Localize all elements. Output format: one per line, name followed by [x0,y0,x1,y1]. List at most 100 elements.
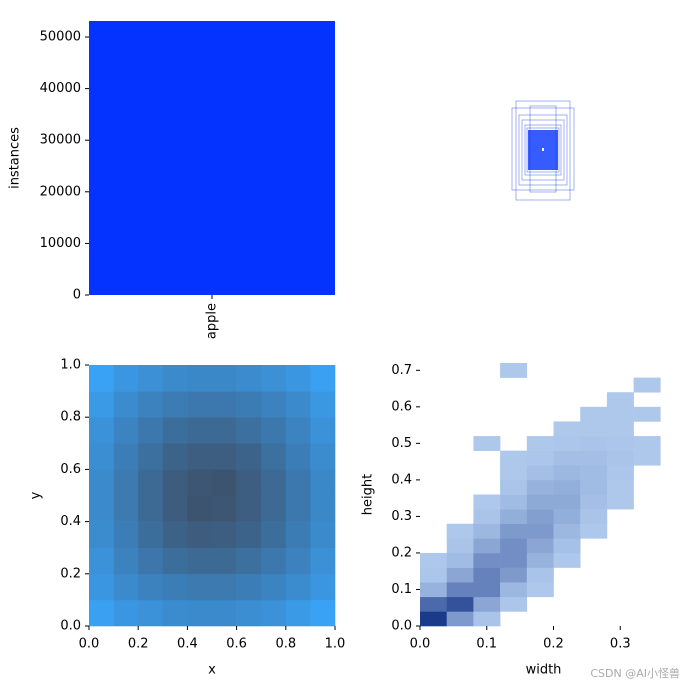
heatmap-cell [500,523,528,539]
heatmap-cell [310,391,336,418]
heatmap-cell [310,495,336,522]
heatmap-cell [236,495,262,522]
heatmap-cell [473,596,501,612]
heatmap-cell [113,573,139,601]
heatmap-cell [580,494,608,510]
heatmap-cell [500,465,528,481]
x-tick-label: apple [205,303,220,339]
heatmap-cell [553,494,581,510]
heatmap-cell [500,450,528,466]
heatmap-cell [580,406,608,422]
heatmap-cell [446,567,474,583]
heatmap-cell [633,450,661,466]
x-tick-label: 0.1 [476,637,497,652]
heatmap-cell [113,417,139,444]
heatmap-cell [285,547,311,575]
heatmap-cell [261,417,287,444]
heatmap-cell [89,365,114,392]
heatmap-cell [138,417,164,444]
heatmap-cell [187,573,213,601]
heatmap-cell [162,599,188,627]
heatmap-cell [446,596,474,612]
heatmap-cell [212,521,237,548]
heatmap-cell [446,582,474,598]
y-tick-label: 0.4 [391,472,412,487]
heatmap-cell [310,599,336,627]
heatmap-cell [420,596,448,612]
heatmap-cell [526,538,554,554]
heatmap-cell [212,365,237,392]
heatmap-cell [187,521,213,548]
heatmap-cell [633,377,661,393]
heatmap-cell [473,494,501,510]
bar [89,21,335,295]
heatmap-cell [526,567,554,583]
heatmap-cell [553,479,581,495]
heatmap-cell [187,391,213,418]
heatmap-cell [162,547,188,575]
heatmap-cell [606,406,634,422]
heatmap-cell [187,599,213,627]
heatmap-cell [580,479,608,495]
heatmap-cell [500,582,528,598]
y-tick-label: 0.0 [391,619,412,634]
heatmap-cell [310,365,336,392]
heatmap-cell [113,547,139,575]
heatmap-cell [500,596,528,612]
y-tick-label: 0 [73,288,81,303]
heatmap-cell [261,521,287,548]
heatmap-cell [473,552,501,568]
y-axis-label: height [361,474,376,515]
heatmap-cell [138,599,164,627]
heatmap-cell [285,469,311,496]
heatmap-cell [236,599,262,627]
heatmap-cell [285,599,311,627]
y-tick-label: 40000 [40,81,81,96]
y-tick-label: 0.6 [391,399,412,414]
y-tick-label: 0.8 [60,410,81,425]
heatmap-cell [526,523,554,539]
heatmap-cell [553,523,581,539]
heatmap-cell [187,443,213,470]
heatmap-cell [285,365,311,392]
heatmap-cell [526,465,554,481]
heatmap-cell [285,521,311,548]
heatmap-cell [526,479,554,495]
heatmap-cell [606,479,634,495]
heatmap-cell [89,521,114,548]
heatmap-cell [89,573,114,601]
heatmap-cell [473,567,501,583]
heatmap-cell [553,421,581,437]
x-tick-label: 0.0 [410,637,431,652]
heatmap-cell [500,363,528,378]
heatmap-cell [633,406,661,422]
heatmap-cell [261,391,287,418]
heatmap-cell [606,421,634,437]
y-tick-label: 0.4 [60,514,81,529]
x-tick-label: 0.4 [177,637,198,652]
heatmap-cell [138,391,164,418]
heatmap-cell [420,552,448,568]
heatmap-cell [420,582,448,598]
heatmap-cell [261,443,287,470]
heatmap-cell [89,599,114,627]
heatmap-cell [580,465,608,481]
heatmap-cell [187,417,213,444]
heatmap-cell [261,469,287,496]
x-tick-label: 1.0 [325,637,346,652]
heatmap-cell [285,417,311,444]
heatmap-cell [162,495,188,522]
heatmap-cell [138,521,164,548]
heatmap-cell [187,547,213,575]
heatmap-cell [261,573,287,601]
heatmap-cell [212,469,237,496]
y-tick-label: 50000 [40,29,81,44]
heatmap-cell [261,599,287,627]
heatmap-cell [261,365,287,392]
heatmap-cell [212,495,237,522]
heatmap-cell [138,573,164,601]
heatmap-cell [187,469,213,496]
y-axis-label: y [29,491,44,499]
heatmap-cell [236,469,262,496]
heatmap-cell [89,391,114,418]
